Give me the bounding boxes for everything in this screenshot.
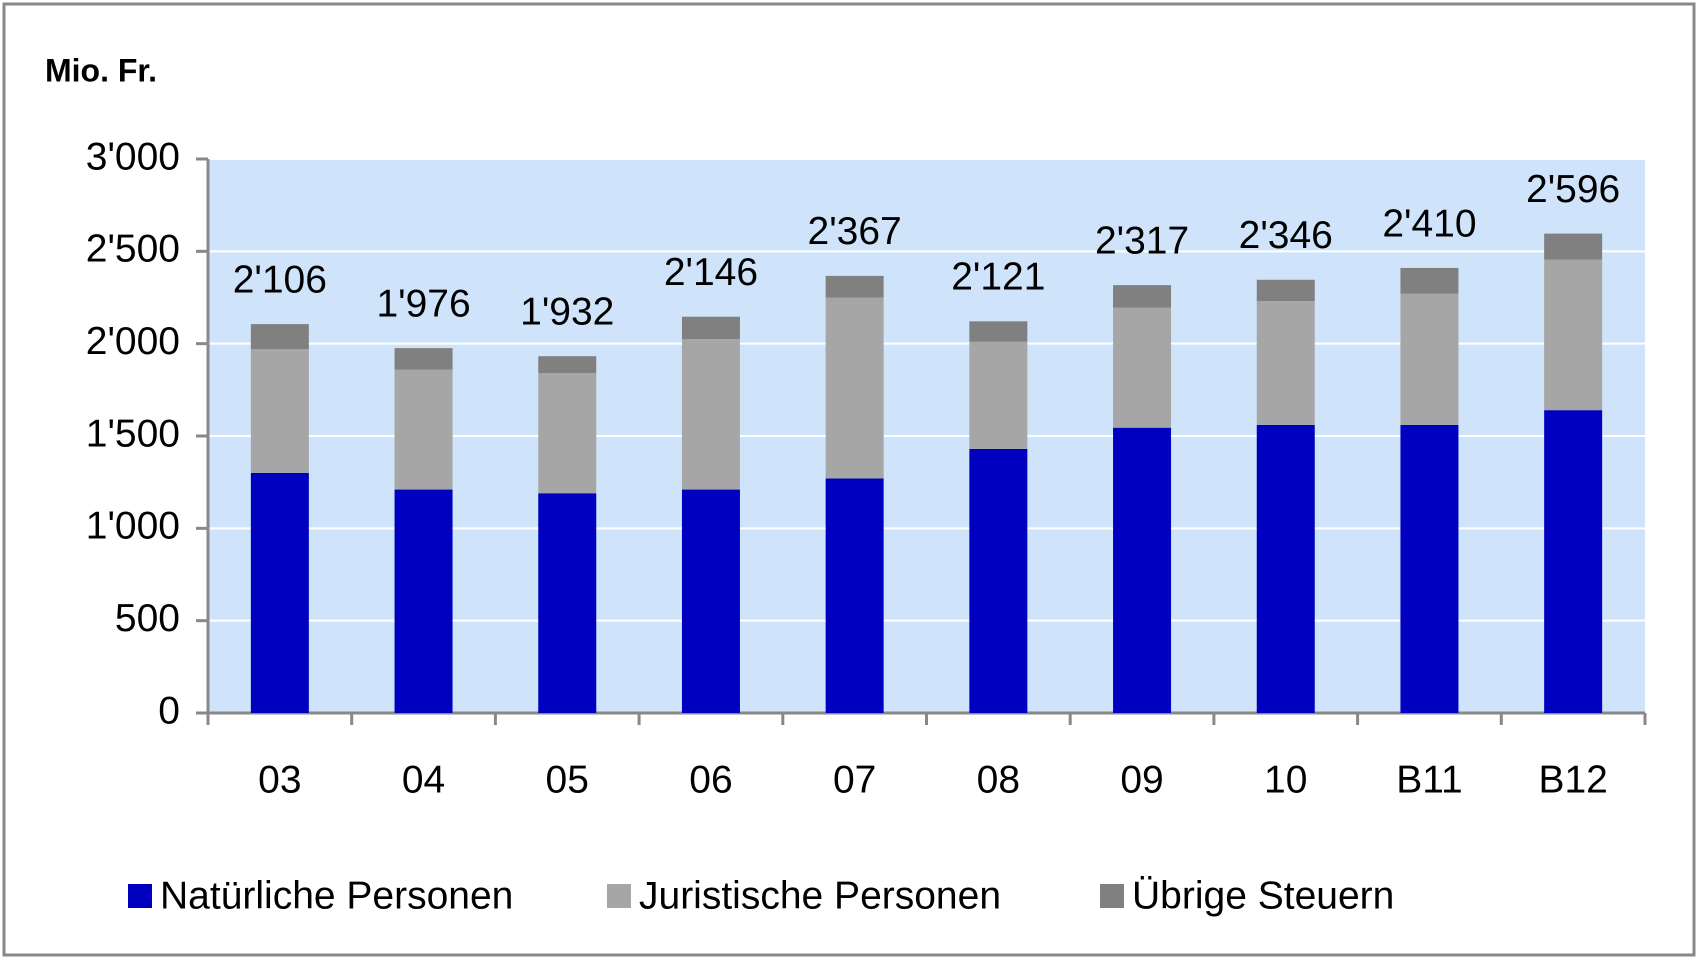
y-tick-label: 3'000 — [86, 135, 180, 178]
bar-segment — [538, 356, 597, 374]
x-tick-label: 04 — [402, 758, 445, 801]
y-tick-label: 2'500 — [86, 228, 180, 271]
bar-segment — [394, 489, 453, 713]
bar-segment — [825, 478, 884, 713]
y-tick-label: 0 — [158, 689, 180, 732]
x-tick-label: 09 — [1120, 758, 1163, 801]
bar-segment — [969, 448, 1028, 713]
bar-segment — [1544, 410, 1603, 713]
y-tick-label: 1'000 — [86, 505, 180, 548]
total-label: 2'146 — [664, 251, 758, 294]
bar-segment — [681, 316, 740, 340]
y-tick-label: 2'000 — [86, 320, 180, 363]
bar-segment — [394, 369, 453, 490]
bar-segment — [1113, 427, 1172, 713]
bar-segment — [1113, 285, 1172, 308]
y-axis-label: Mio. Fr. — [45, 52, 157, 88]
legend-swatch — [1100, 884, 1124, 908]
x-tick-label: 10 — [1264, 758, 1307, 801]
total-label: 2'367 — [808, 210, 902, 253]
legend-label: Natürliche Personen — [160, 874, 513, 917]
x-tick-label: 03 — [258, 758, 301, 801]
total-label: 1'976 — [376, 282, 470, 325]
bar-segment — [1400, 424, 1459, 713]
total-label: 2'410 — [1382, 202, 1476, 245]
total-label: 2'346 — [1239, 214, 1333, 257]
y-tick-label: 500 — [115, 597, 180, 640]
bar-segment — [1113, 307, 1172, 428]
bar-segment — [825, 297, 884, 479]
x-tick-label: B12 — [1538, 758, 1607, 801]
bar-segment — [1544, 233, 1603, 260]
x-tick-label: B11 — [1396, 758, 1463, 801]
bar-segment — [1256, 279, 1315, 302]
legend-swatch — [128, 884, 152, 908]
bar-segment — [969, 321, 1028, 342]
total-label: 2'106 — [233, 258, 327, 301]
bar-segment — [250, 349, 309, 473]
x-tick-label: 06 — [689, 758, 732, 801]
bar-segment — [969, 341, 1028, 449]
bar-segment — [394, 348, 453, 370]
bar-segment — [1400, 267, 1459, 294]
bar-segment — [1400, 293, 1459, 425]
bar-segment — [250, 472, 309, 713]
bar-segment — [681, 339, 740, 490]
legend-label: Juristische Personen — [639, 874, 1001, 917]
y-tick-label: 1'500 — [86, 412, 180, 455]
x-tick-label: 08 — [977, 758, 1020, 801]
bar-segment — [1256, 301, 1315, 425]
total-label: 1'932 — [520, 291, 614, 334]
legend-swatch — [607, 884, 631, 908]
bar-segment — [1256, 424, 1315, 713]
total-label: 2'596 — [1526, 168, 1620, 211]
bar-segment — [681, 489, 740, 713]
bar-segment — [250, 324, 309, 350]
bar-segment — [825, 275, 884, 298]
x-tick-label: 07 — [833, 758, 876, 801]
x-tick-label: 05 — [546, 758, 589, 801]
legend-label: Übrige Steuern — [1132, 874, 1394, 917]
total-label: 2'121 — [951, 256, 1045, 299]
bar-segment — [538, 493, 597, 713]
bar-segment — [538, 373, 597, 494]
bar-segment — [1544, 259, 1603, 411]
total-label: 2'317 — [1095, 219, 1189, 262]
